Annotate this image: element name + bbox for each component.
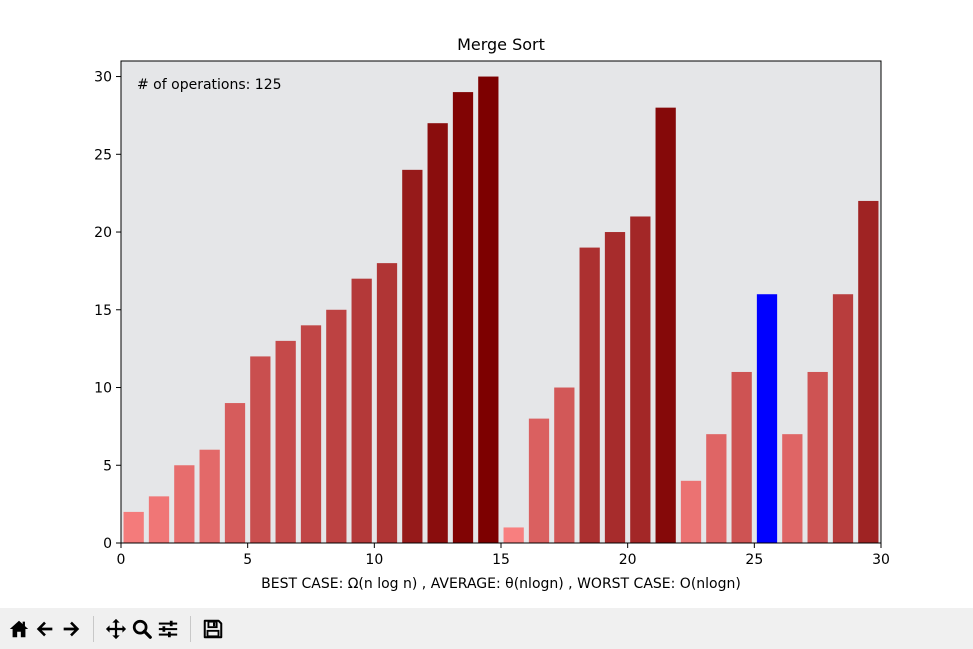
back-button[interactable] <box>32 615 58 643</box>
x-tick-label: 0 <box>117 552 126 568</box>
bar <box>376 263 398 543</box>
x-tick-label: 5 <box>243 552 252 568</box>
x-tick-label: 20 <box>619 552 637 568</box>
y-tick-label: 10 <box>94 381 112 397</box>
bar <box>503 527 524 543</box>
bar <box>680 480 702 543</box>
x-tick-label: 25 <box>745 552 763 568</box>
x-tick-label: 10 <box>365 552 383 568</box>
home-button[interactable] <box>6 615 32 643</box>
bar <box>275 340 296 543</box>
x-axis: 0 5 10 15 20 25 30 <box>117 543 890 568</box>
toolbar-separator <box>190 615 191 642</box>
x-tick-label: 30 <box>872 552 890 568</box>
y-tick-label: 25 <box>94 147 112 163</box>
bar <box>782 434 803 543</box>
bar <box>326 309 347 543</box>
bar <box>199 449 220 543</box>
configure-subplots-button[interactable] <box>155 615 181 643</box>
y-tick-label: 30 <box>94 70 112 86</box>
forward-arrow-icon <box>63 621 80 636</box>
chart-title: Merge Sort <box>457 35 545 54</box>
x-tick-label: 15 <box>492 552 510 568</box>
bars-group <box>123 76 879 544</box>
bar <box>604 232 626 543</box>
x-axis-label: BEST CASE: Ω(n log n) , AVERAGE: θ(nlogn… <box>261 576 741 592</box>
y-tick-label: 0 <box>103 536 112 552</box>
operations-annotation: # of operations: 125 <box>137 77 282 93</box>
bar <box>402 169 423 543</box>
bar <box>807 371 828 543</box>
bar <box>756 294 778 543</box>
toolbar-separator <box>93 615 94 642</box>
save-button[interactable] <box>200 615 226 643</box>
bar <box>579 247 600 544</box>
y-axis: 0 5 10 15 20 25 30 <box>94 70 121 552</box>
pan-icon <box>105 618 127 639</box>
bar <box>148 496 170 543</box>
configure-subplots-icon <box>158 620 178 637</box>
bar <box>655 107 676 543</box>
zoom-button[interactable] <box>129 615 155 643</box>
home-icon <box>9 620 29 637</box>
navigation-toolbar <box>0 608 973 649</box>
bar <box>427 123 448 544</box>
zoom-icon <box>132 619 152 639</box>
bar <box>174 465 195 543</box>
chart-figure: Merge Sort 0 5 10 15 20 25 30 0 5 10 15 20 25 30 # o… <box>94 35 890 592</box>
bar <box>528 418 550 543</box>
bar <box>554 387 575 543</box>
y-tick-label: 15 <box>94 303 112 319</box>
y-tick-label: 5 <box>103 458 112 474</box>
save-icon <box>203 619 223 638</box>
bar <box>452 92 474 543</box>
bar <box>224 403 246 543</box>
pan-button[interactable] <box>103 615 129 643</box>
bar <box>250 356 271 543</box>
bar <box>731 371 752 543</box>
bar <box>706 434 727 543</box>
y-tick-label: 20 <box>94 225 112 241</box>
bar <box>478 76 499 543</box>
bar <box>630 216 651 543</box>
back-arrow-icon <box>36 621 53 636</box>
bar <box>300 325 322 543</box>
bar <box>123 511 144 543</box>
bar <box>351 278 372 543</box>
bar <box>832 294 854 543</box>
plot-area <box>121 61 881 543</box>
forward-button[interactable] <box>58 615 84 643</box>
bar <box>858 200 879 543</box>
